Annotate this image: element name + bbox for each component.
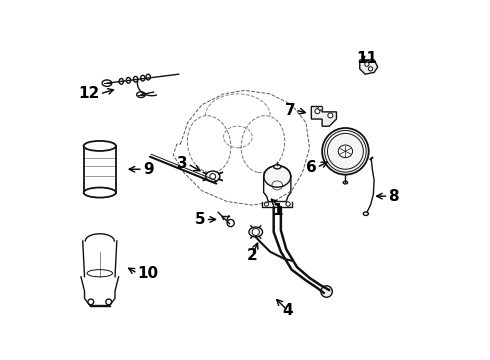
Ellipse shape bbox=[318, 107, 323, 110]
Text: 6: 6 bbox=[306, 160, 317, 175]
Text: 8: 8 bbox=[389, 189, 399, 204]
Circle shape bbox=[321, 286, 332, 297]
Ellipse shape bbox=[84, 141, 116, 151]
Ellipse shape bbox=[264, 166, 291, 187]
Text: 10: 10 bbox=[137, 266, 159, 281]
Ellipse shape bbox=[133, 76, 138, 82]
Ellipse shape bbox=[141, 75, 145, 81]
Text: 5: 5 bbox=[195, 212, 205, 227]
Text: 3: 3 bbox=[177, 156, 188, 171]
Text: 2: 2 bbox=[247, 248, 258, 263]
Circle shape bbox=[210, 174, 216, 179]
Circle shape bbox=[322, 128, 368, 175]
Ellipse shape bbox=[274, 165, 281, 169]
Ellipse shape bbox=[249, 227, 263, 237]
Ellipse shape bbox=[146, 74, 150, 80]
Ellipse shape bbox=[126, 77, 131, 83]
Circle shape bbox=[328, 113, 333, 118]
Circle shape bbox=[368, 67, 373, 71]
Text: 4: 4 bbox=[283, 303, 294, 318]
Text: 11: 11 bbox=[356, 50, 377, 66]
Circle shape bbox=[365, 62, 369, 66]
Circle shape bbox=[252, 228, 259, 235]
Ellipse shape bbox=[84, 188, 116, 198]
Polygon shape bbox=[311, 107, 337, 126]
Text: 12: 12 bbox=[78, 86, 100, 102]
Text: 7: 7 bbox=[285, 103, 295, 118]
Polygon shape bbox=[360, 60, 378, 74]
Text: 9: 9 bbox=[143, 162, 153, 177]
Ellipse shape bbox=[205, 171, 220, 182]
Ellipse shape bbox=[119, 78, 123, 84]
Text: 1: 1 bbox=[272, 203, 283, 218]
Circle shape bbox=[315, 109, 320, 114]
Ellipse shape bbox=[338, 145, 353, 158]
